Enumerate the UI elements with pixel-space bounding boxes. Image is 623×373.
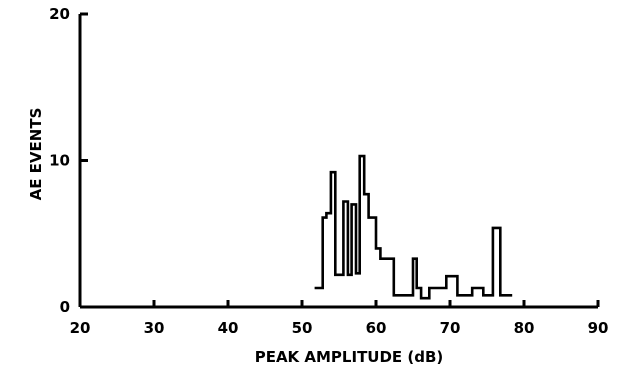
x-tick-label: 60 [366, 319, 387, 337]
x-tick-label: 30 [144, 319, 165, 337]
y-tick-label: 10 [49, 152, 70, 170]
tick-labels: 20 30 40 50 60 70 80 90 0 10 20 [49, 5, 608, 337]
y-tick-label: 0 [60, 298, 70, 316]
histogram-line [314, 154, 513, 300]
x-tick-label: 80 [514, 319, 535, 337]
x-tick-label: 90 [588, 319, 609, 337]
x-tick-label: 20 [70, 319, 91, 337]
ticks [78, 12, 600, 309]
axes [78, 14, 598, 309]
x-tick-label: 50 [292, 319, 313, 337]
y-tick-label: 20 [49, 5, 70, 23]
x-axis-title: PEAK AMPLITUDE (dB) [255, 348, 444, 366]
series [314, 154, 513, 300]
x-tick-label: 40 [218, 319, 239, 337]
y-axis-title: AE EVENTS [27, 108, 45, 201]
x-tick-label: 70 [440, 319, 461, 337]
